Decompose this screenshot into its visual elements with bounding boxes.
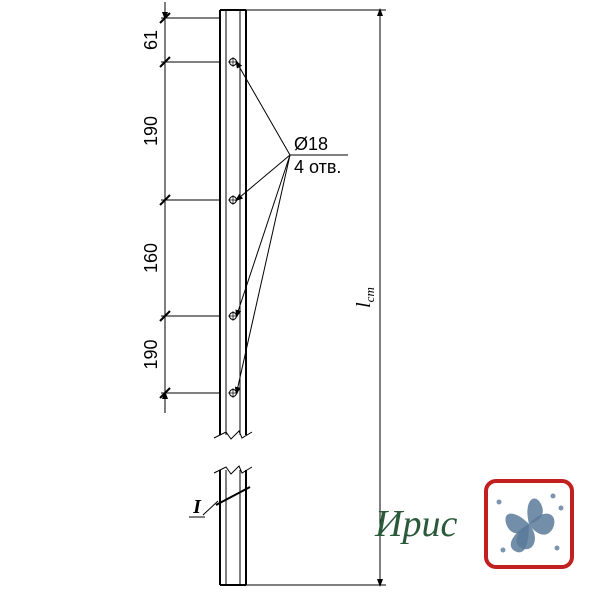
hole-diameter-label: Ø18 [294,134,328,154]
logo: Ирис [375,472,575,582]
overall-length-label: lст [353,287,377,308]
dim-label: 61 [141,30,161,50]
dim-label: 160 [141,243,161,273]
hole-count-label: 4 отв. [294,157,341,177]
logo-text: Ирис [375,502,457,546]
dim-label: 190 [141,339,161,369]
section-mark-label: I [192,496,202,518]
dim-label: 190 [141,116,161,146]
logo-stamp [483,478,575,570]
